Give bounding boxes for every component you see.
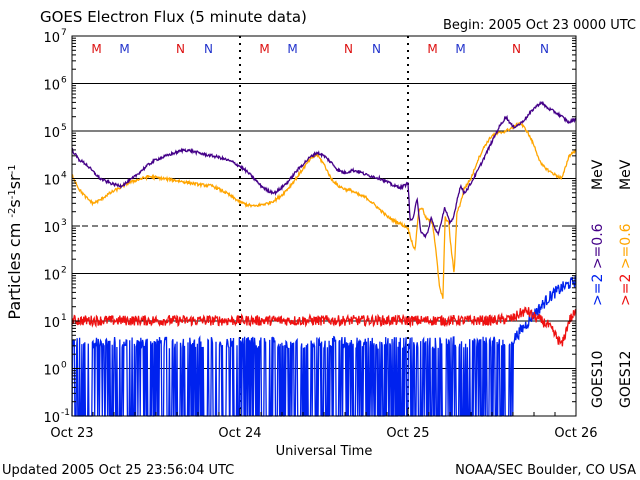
y-tick-exponent: -1	[61, 408, 70, 418]
series-goes10-2-mev	[71, 275, 577, 417]
updated-timestamp: Updated 2005 Oct 25 23:56:04 UTC	[2, 463, 234, 478]
y-tick-label: 10	[43, 79, 60, 94]
y-tick-exponent: 4	[61, 171, 67, 181]
legend-goes12-06mev: >=0.6	[618, 223, 634, 269]
x-tick-label: Oct 24	[218, 426, 261, 441]
x-axis-label: Universal Time	[276, 444, 373, 459]
ylabel-part: s	[5, 199, 24, 207]
legend-goes10: GOES10	[590, 351, 606, 408]
y-tick-exponent: 3	[61, 218, 67, 228]
y-tick-label: 10	[43, 31, 60, 46]
y-axis-label-text: Particles cm	[5, 223, 24, 320]
legend-goes10-2mev: >=2	[590, 269, 606, 306]
ylabel-sup: -2	[7, 208, 18, 218]
y-tick-label: 10	[43, 221, 60, 236]
x-tick-label: Oct 26	[554, 426, 597, 441]
time-marker: N	[344, 42, 353, 56]
ylabel-part: sr	[5, 174, 24, 189]
data-source: NOAA/SEC Boulder, CO USA	[455, 463, 636, 478]
time-marker: M	[259, 42, 269, 56]
time-marker: N	[176, 42, 185, 56]
y-tick-label: 10	[43, 269, 60, 284]
y-tick-exponent: 2	[61, 266, 67, 276]
time-marker: N	[512, 42, 521, 56]
y-tick-label: 10	[43, 316, 60, 331]
chart-title: GOES Electron Flux (5 minute data)	[40, 8, 307, 26]
legend-goes12-energies: >=2 >=0.6	[618, 223, 634, 306]
series-goes12-0-6-mev	[71, 121, 577, 299]
time-marker: M	[455, 42, 465, 56]
y-tick-exponent: 7	[61, 28, 67, 38]
legend-goes12: GOES12	[618, 351, 634, 408]
time-marker: M	[119, 42, 129, 56]
time-marker: N	[540, 42, 549, 56]
legend-goes10-energies: >=2 >=0.6	[590, 223, 606, 306]
y-tick-exponent: 1	[61, 313, 67, 323]
y-tick-exponent: 5	[61, 123, 67, 133]
time-marker: N	[204, 42, 213, 56]
y-tick-label: 10	[43, 126, 60, 141]
x-tick-label: Oct 23	[50, 426, 93, 441]
x-tick-label: Oct 25	[386, 426, 429, 441]
time-marker: M	[287, 42, 297, 56]
legend-goes12-2mev: >=2	[618, 269, 634, 306]
y-tick-exponent: 0	[61, 361, 67, 371]
legend-unit: MeV	[590, 159, 606, 190]
legend-goes10-06mev: >=0.6	[590, 223, 606, 269]
data-series	[71, 100, 577, 417]
ylabel-sup: -1	[7, 164, 18, 174]
y-axis-label: Particles cm -2s-1sr-1	[5, 164, 24, 319]
legend-unit: MeV	[618, 159, 634, 190]
series-goes10-0-6-mev	[71, 100, 577, 239]
y-tick-label: 10	[43, 174, 60, 189]
begin-time: Begin: 2005 Oct 23 0000 UTC	[443, 18, 636, 33]
time-marker: N	[372, 42, 381, 56]
ylabel-sup: -1	[7, 189, 18, 199]
series-goes12-2-mev	[71, 306, 577, 347]
y-tick-label: 10	[43, 411, 60, 426]
y-tick-exponent: 6	[61, 76, 67, 86]
y-tick-label: 10	[43, 364, 60, 379]
time-marker: M	[427, 42, 437, 56]
time-marker: M	[91, 42, 101, 56]
